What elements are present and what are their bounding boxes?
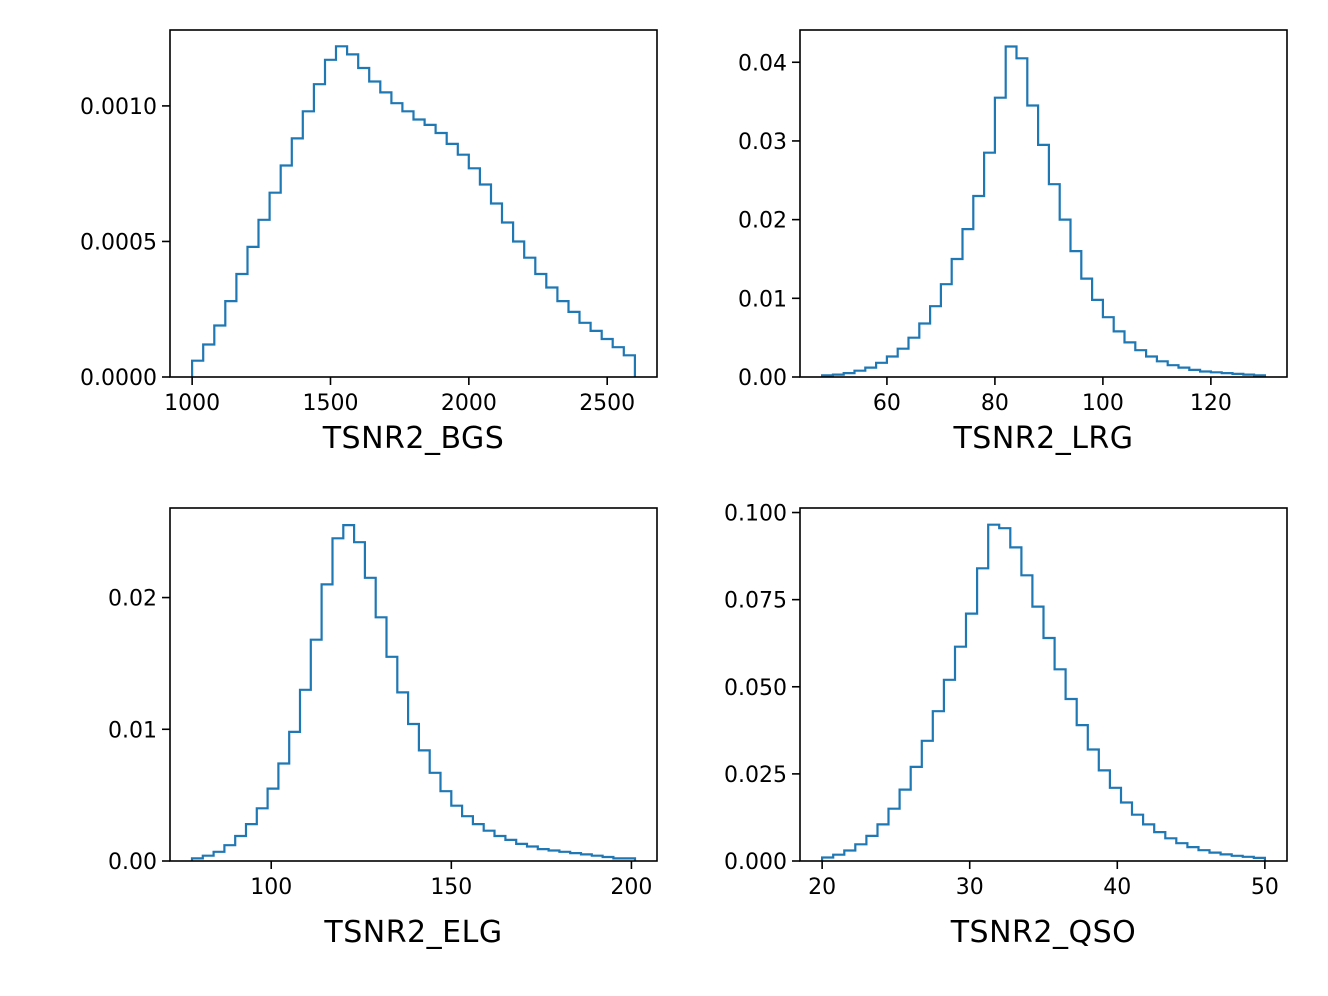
y-tick-label: 0.000 [724, 850, 787, 875]
y-tick-label: 0.100 [724, 502, 787, 527]
histogram-svg-tsnr2_lrg: 60 80 100 120 0.00 0.01 0.02 0.03 0.04 [738, 29, 1288, 416]
x-tick-label: 2000 [441, 391, 497, 416]
x-tick-label: 150 [430, 875, 472, 900]
x-tick-label: 40 [1103, 875, 1131, 900]
step-histogram-line [191, 45, 636, 377]
x-tick-label: 120 [1190, 391, 1232, 416]
y-tick-label: 0.02 [108, 587, 157, 612]
step-histogram-line [821, 45, 1266, 377]
y-tick-label: 0.00 [108, 850, 157, 875]
x-axis-label-bgs: TSNR2_BGS [322, 421, 505, 456]
x-tick-label: 100 [1082, 391, 1124, 416]
y-tick-label: 0.04 [738, 51, 787, 76]
x-tick-label: 30 [956, 875, 984, 900]
x-tick-label: 1500 [302, 391, 358, 416]
x-axis-label-qso: TSNR2_QSO [950, 915, 1137, 950]
axes-box [169, 29, 658, 378]
axes-box [169, 507, 658, 862]
x-tick-label: 50 [1251, 875, 1279, 900]
x-tick-label: 80 [981, 391, 1009, 416]
histogram-svg-tsnr2_qso: 20 30 40 50 0.000 0.025 0.050 0.075 0.100 [724, 502, 1288, 900]
x-tick-label: 60 [873, 391, 901, 416]
axes-box [799, 507, 1288, 862]
histogram-svg-tsnr2_elg: 100 150 200 0.00 0.01 0.02 [108, 507, 658, 900]
y-tick-label: 0.075 [724, 589, 787, 614]
y-tick-label: 0.03 [738, 130, 787, 155]
x-tick-label: 20 [808, 875, 836, 900]
x-axis-label-lrg: TSNR2_LRG [953, 421, 1134, 456]
subplot-tsnr2-lrg: TSNR2_LRG 60 80 100 120 0.00 0.01 0.02 0.03 0.04 [664, 0, 1328, 498]
x-tick-label: 100 [250, 875, 292, 900]
y-tick-label: 0.02 [738, 209, 787, 234]
x-tick-label: 2500 [579, 391, 635, 416]
x-axis-label-elg: TSNR2_ELG [324, 915, 503, 950]
y-tick-label: 0.01 [738, 287, 787, 312]
y-tick-label: 0.01 [108, 718, 157, 743]
subplot-tsnr2-elg: TSNR2_ELG 100 150 200 0.00 0.01 0.02 [0, 498, 664, 996]
y-tick-label: 0.0000 [80, 366, 157, 391]
subplot-tsnr2-qso: TSNR2_QSO 20 30 40 50 0.000 0.025 0.050 0.075 0.… [664, 498, 1328, 996]
step-histogram-line [190, 524, 637, 861]
y-tick-label: 0.0010 [80, 95, 157, 120]
y-tick-label: 0.050 [724, 676, 787, 701]
subplot-tsnr2-bgs: TSNR2_BGS 1000 1500 2000 2500 0.0000 0.0005 0.… [0, 0, 664, 498]
histogram-svg-tsnr2_bgs: 1000 1500 2000 2500 0.0000 0.0005 0.0010 [80, 29, 658, 416]
x-tick-label: 1000 [164, 391, 220, 416]
x-tick-label: 200 [610, 875, 652, 900]
y-tick-label: 0.0005 [80, 230, 157, 255]
y-tick-label: 0.00 [738, 366, 787, 391]
axes-box [799, 29, 1288, 378]
y-tick-label: 0.025 [724, 763, 787, 788]
step-histogram-line [821, 523, 1266, 861]
